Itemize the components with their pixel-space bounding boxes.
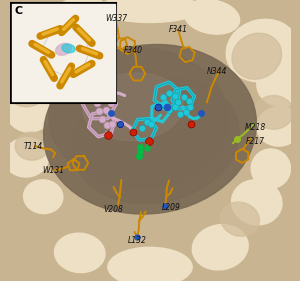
- Ellipse shape: [7, 73, 46, 107]
- Ellipse shape: [15, 132, 49, 160]
- Text: F217: F217: [246, 137, 265, 146]
- Text: M218: M218: [245, 123, 266, 132]
- Ellipse shape: [257, 107, 300, 146]
- Bar: [11, 3, 116, 103]
- Ellipse shape: [232, 33, 282, 79]
- Text: W337: W337: [105, 14, 127, 23]
- Text: V208: V208: [103, 205, 123, 214]
- Ellipse shape: [232, 180, 282, 225]
- Text: C: C: [14, 6, 22, 16]
- Ellipse shape: [72, 78, 239, 203]
- Ellipse shape: [52, 0, 108, 31]
- Ellipse shape: [4, 138, 49, 177]
- Text: L132: L132: [128, 236, 147, 245]
- Ellipse shape: [83, 73, 184, 141]
- Ellipse shape: [56, 43, 71, 55]
- Ellipse shape: [192, 225, 248, 270]
- Ellipse shape: [257, 62, 300, 107]
- Ellipse shape: [44, 44, 256, 214]
- Ellipse shape: [220, 202, 260, 236]
- Text: T114: T114: [24, 142, 43, 151]
- Ellipse shape: [226, 19, 298, 82]
- Ellipse shape: [7, 93, 52, 132]
- Ellipse shape: [49, 48, 229, 188]
- Ellipse shape: [251, 149, 290, 188]
- Ellipse shape: [184, 0, 240, 34]
- Text: N344: N344: [207, 67, 228, 76]
- Ellipse shape: [62, 44, 75, 53]
- Ellipse shape: [99, 0, 201, 22]
- Text: F340: F340: [124, 46, 142, 55]
- Ellipse shape: [24, 180, 63, 214]
- Text: L209: L209: [162, 203, 181, 212]
- Ellipse shape: [55, 233, 105, 273]
- Ellipse shape: [108, 247, 192, 281]
- Bar: [12, 4, 115, 101]
- Text: W131: W131: [42, 166, 64, 175]
- Ellipse shape: [0, 48, 46, 93]
- Ellipse shape: [254, 96, 293, 129]
- Text: F341: F341: [169, 25, 188, 34]
